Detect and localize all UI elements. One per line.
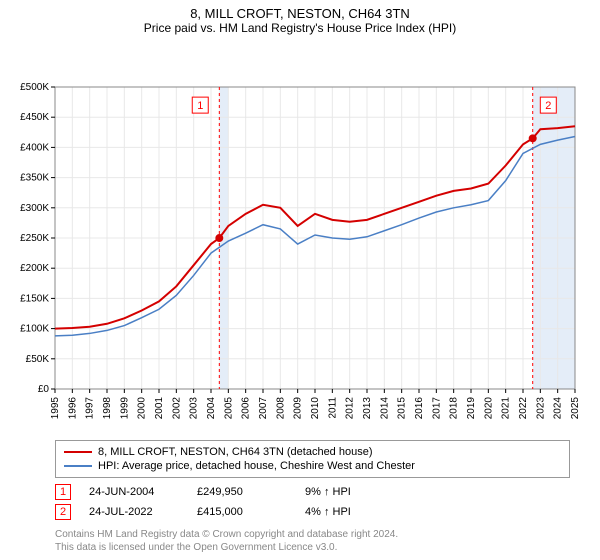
svg-text:£0: £0 (38, 384, 50, 395)
svg-text:£350K: £350K (20, 173, 49, 184)
chart-subtitle: Price paid vs. HM Land Registry's House … (0, 21, 600, 35)
marker-price: £415,000 (197, 506, 287, 518)
svg-text:1997: 1997 (85, 397, 96, 420)
marker-price: £249,950 (197, 486, 287, 498)
svg-text:2019: 2019 (466, 397, 477, 420)
svg-text:2020: 2020 (483, 397, 494, 420)
legend: 8, MILL CROFT, NESTON, CH64 3TN (detache… (55, 440, 570, 478)
legend-row: 8, MILL CROFT, NESTON, CH64 3TN (detache… (64, 445, 561, 459)
svg-text:£200K: £200K (20, 263, 49, 274)
svg-text:1998: 1998 (102, 397, 113, 420)
footnote: Contains HM Land Registry data © Crown c… (55, 528, 570, 554)
marker-row: 2 24-JUL-2022 £415,000 4% ↑ HPI (55, 502, 570, 522)
svg-text:2012: 2012 (345, 397, 356, 420)
svg-text:2006: 2006 (241, 397, 252, 420)
svg-text:2016: 2016 (414, 397, 425, 420)
svg-text:2011: 2011 (327, 397, 338, 419)
legend-swatch (64, 451, 92, 453)
svg-text:1999: 1999 (119, 397, 130, 420)
svg-text:2003: 2003 (189, 397, 200, 420)
svg-text:2015: 2015 (397, 397, 408, 420)
legend-label: 8, MILL CROFT, NESTON, CH64 3TN (detache… (98, 446, 373, 458)
svg-text:2021: 2021 (501, 397, 512, 420)
svg-text:2007: 2007 (258, 397, 269, 420)
legend-swatch (64, 465, 92, 467)
svg-text:2000: 2000 (137, 397, 148, 420)
svg-text:£250K: £250K (20, 233, 49, 244)
svg-text:£50K: £50K (26, 354, 50, 365)
svg-text:£500K: £500K (20, 82, 49, 93)
svg-text:2014: 2014 (379, 397, 390, 420)
svg-text:2009: 2009 (293, 397, 304, 420)
marker-diff: 4% ↑ HPI (305, 506, 395, 518)
marker-date: 24-JUL-2022 (89, 506, 179, 518)
svg-text:2023: 2023 (535, 397, 546, 420)
svg-text:£300K: £300K (20, 203, 49, 214)
svg-text:2024: 2024 (553, 397, 564, 420)
chart-title-block: 8, MILL CROFT, NESTON, CH64 3TN Price pa… (0, 0, 600, 39)
svg-text:2025: 2025 (570, 397, 581, 420)
svg-text:£400K: £400K (20, 142, 49, 153)
svg-text:£100K: £100K (20, 324, 49, 335)
marker-table: 1 24-JUN-2004 £249,950 9% ↑ HPI 2 24-JUL… (55, 482, 570, 522)
marker-date: 24-JUN-2004 (89, 486, 179, 498)
footnote-line: This data is licensed under the Open Gov… (55, 541, 570, 554)
svg-text:1996: 1996 (67, 397, 78, 420)
svg-text:2018: 2018 (449, 397, 460, 420)
svg-text:2: 2 (545, 100, 551, 112)
svg-text:£450K: £450K (20, 112, 49, 123)
footnote-line: Contains HM Land Registry data © Crown c… (55, 528, 570, 541)
marker-diff: 9% ↑ HPI (305, 486, 395, 498)
svg-text:2017: 2017 (431, 397, 442, 420)
svg-text:2001: 2001 (154, 397, 165, 420)
legend-label: HPI: Average price, detached house, Ches… (98, 460, 415, 472)
svg-text:1995: 1995 (50, 397, 61, 420)
svg-text:1: 1 (197, 100, 203, 112)
chart-title: 8, MILL CROFT, NESTON, CH64 3TN (0, 6, 600, 21)
svg-text:2010: 2010 (310, 397, 321, 420)
svg-text:2013: 2013 (362, 397, 373, 420)
svg-text:£150K: £150K (20, 293, 49, 304)
marker-row: 1 24-JUN-2004 £249,950 9% ↑ HPI (55, 482, 570, 502)
svg-text:2002: 2002 (171, 397, 182, 420)
price-chart: 1 2 £0 £50K £100K £150K £200K £250K £300K £350K £4… (0, 39, 600, 434)
svg-text:2008: 2008 (275, 397, 286, 420)
svg-text:2022: 2022 (518, 397, 529, 420)
svg-text:2004: 2004 (206, 397, 217, 420)
marker-badge: 2 (55, 504, 71, 520)
svg-text:2005: 2005 (223, 397, 234, 420)
marker-badge: 1 (55, 484, 71, 500)
legend-row: HPI: Average price, detached house, Ches… (64, 459, 561, 473)
